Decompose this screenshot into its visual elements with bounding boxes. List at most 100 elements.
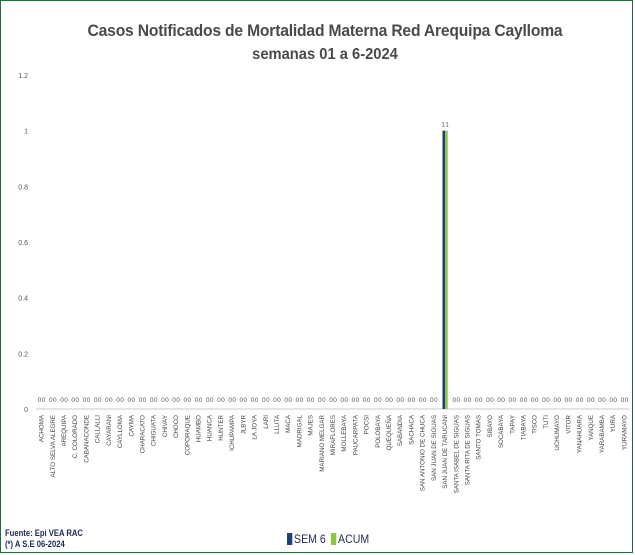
x-tick-label: ALTO SELVA ALEGRE: [50, 415, 57, 477]
x-tick-label: CABANACONDE: [83, 415, 90, 463]
data-label: 0: [210, 397, 214, 404]
data-label: 0: [535, 397, 539, 404]
data-label: 0: [412, 397, 416, 404]
x-tick-label: LARI: [263, 415, 270, 429]
x-tick-label: ICHUPAMPA: [229, 414, 236, 451]
data-label: 0: [150, 397, 154, 404]
x-tick-label: TISCO: [532, 415, 539, 434]
legend-label: SEM 6: [294, 532, 326, 546]
x-tick-label: SIBAYO: [487, 415, 494, 438]
data-label: 0: [613, 397, 617, 404]
x-tick-label: C. COLORADO: [72, 415, 79, 459]
source-note: Fuente: Epi VEA RAC (*) A S.E 06-2024: [5, 528, 83, 550]
y-tick-label: 0.2: [18, 351, 28, 358]
x-tick-label: AREQUIPA: [61, 414, 68, 446]
data-label: 0: [356, 397, 360, 404]
bar-acum: [445, 130, 448, 409]
x-tick-label: JLBYR: [240, 414, 247, 434]
data-label: 0: [105, 397, 109, 404]
legend-swatch: [287, 533, 293, 545]
data-label: 0: [228, 397, 232, 404]
data-label: 0: [609, 397, 613, 404]
data-label: 0: [557, 397, 561, 404]
data-label: 0: [367, 397, 371, 404]
x-tick-label: YURAMAYO: [621, 415, 628, 450]
data-label: 0: [598, 397, 602, 404]
data-label: 0: [255, 397, 259, 404]
x-tick-label: MOLLEBAYA: [341, 414, 348, 451]
y-tick-label: 0.6: [18, 240, 28, 247]
data-label: 1: [441, 122, 445, 129]
data-label: 0: [333, 397, 337, 404]
data-label: 1: [445, 122, 449, 129]
x-tick-label: SAN JUAN DE SIGUAS: [431, 415, 438, 481]
x-tick-label: SOCABAYA: [498, 414, 505, 448]
data-label: 0: [300, 397, 304, 404]
x-tick-label: YARABAMBA: [599, 414, 606, 453]
data-label: 0: [244, 397, 248, 404]
data-label: 0: [452, 397, 456, 404]
x-tick-label: CAYARANI: [106, 415, 113, 446]
data-label: 0: [221, 397, 225, 404]
legend-item-sem6: SEM 6: [287, 532, 326, 546]
x-tick-label: CAYLLOMA: [117, 414, 124, 448]
legend-item-acum: ACUM: [331, 532, 369, 546]
data-label: 0: [143, 397, 147, 404]
data-label: 0: [284, 397, 288, 404]
x-tick-label: MIRAFLORES: [330, 415, 337, 455]
x-tick-label: YANAHUARA: [577, 414, 584, 453]
data-label: 0: [60, 397, 64, 404]
x-tick-label: YURA: [610, 414, 617, 432]
data-label: 0: [75, 397, 79, 404]
x-tick-label: QUEQUEÑA: [386, 414, 393, 450]
x-tick-label: SANTA ISABEL DE SIGUAS: [453, 415, 460, 493]
x-tick-label: MADRIGAL: [296, 414, 303, 447]
x-tick-label: SACHACA: [408, 414, 415, 445]
source-line-2: (*) A S.E 06-2024: [5, 539, 65, 549]
data-label: 0: [109, 397, 113, 404]
data-label: 0: [400, 397, 404, 404]
data-label: 0: [576, 397, 580, 404]
data-label: 0: [344, 397, 348, 404]
data-label: 0: [322, 397, 326, 404]
x-tick-label: LLUTA: [274, 414, 281, 434]
x-tick-label: TAPAY: [509, 415, 516, 434]
data-label: 0: [591, 397, 595, 404]
y-tick-label: 1: [24, 129, 28, 136]
data-label: 0: [520, 397, 524, 404]
data-label: 0: [509, 397, 513, 404]
data-label: 0: [187, 397, 191, 404]
x-tick-label: UCHUMAYO: [554, 415, 561, 451]
x-tick-label: YANQUE: [588, 415, 595, 441]
data-label: 0: [64, 397, 68, 404]
data-label: 0: [311, 397, 315, 404]
data-label: 0: [490, 397, 494, 404]
data-label: 0: [486, 397, 490, 404]
data-label: 0: [374, 397, 378, 404]
chart-subtitle: semanas 01 a 6-2024: [252, 46, 398, 63]
x-tick-label: PAUCARPATA: [352, 414, 359, 455]
x-tick-label: CAYMA: [128, 414, 135, 436]
data-label: 0: [240, 397, 244, 404]
data-label: 0: [38, 397, 42, 404]
data-label: 0: [94, 397, 98, 404]
data-label: 0: [352, 397, 356, 404]
data-label: 0: [296, 397, 300, 404]
data-label: 0: [127, 397, 131, 404]
data-label: 0: [553, 397, 557, 404]
data-label: 0: [513, 397, 517, 404]
data-label: 0: [154, 397, 158, 404]
data-label: 0: [98, 397, 102, 404]
data-label: 0: [625, 397, 629, 404]
x-tick-label: CALLALLI: [95, 415, 102, 443]
x-tick-label: COPORAQUE: [184, 415, 191, 455]
data-label: 0: [621, 397, 625, 404]
data-label: 0: [456, 397, 460, 404]
data-label: 0: [42, 397, 46, 404]
data-label: 0: [251, 397, 255, 404]
data-label: 0: [199, 397, 203, 404]
data-label: 0: [569, 397, 573, 404]
x-tick-label: ACHOMA: [39, 414, 46, 442]
data-label: 0: [378, 397, 382, 404]
source-line-1: Fuente: Epi VEA RAC: [5, 528, 83, 538]
